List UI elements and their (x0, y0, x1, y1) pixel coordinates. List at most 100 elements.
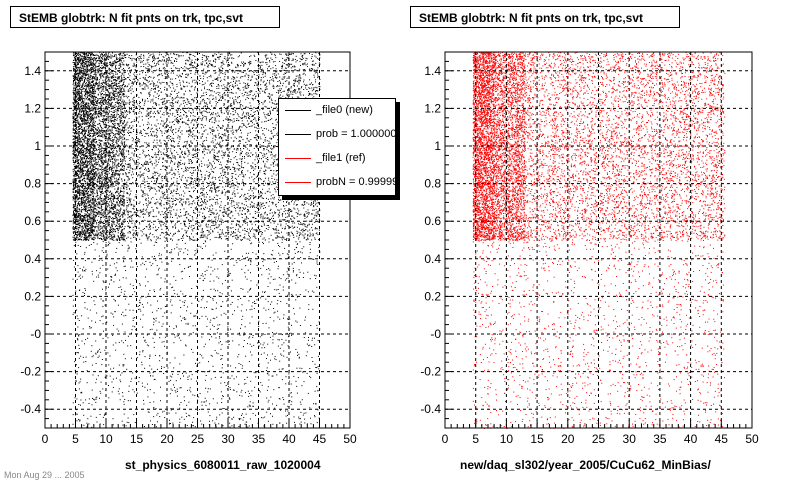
data-point (108, 52, 110, 54)
data-point (118, 215, 119, 217)
data-point (86, 210, 88, 212)
data-point (86, 237, 88, 239)
data-point (73, 184, 75, 186)
data-point (73, 126, 74, 128)
data-point (86, 120, 88, 122)
data-point (81, 204, 83, 206)
data-point (79, 142, 81, 144)
data-point (88, 149, 90, 151)
data-point (95, 184, 97, 185)
data-point (90, 180, 92, 182)
data-point (76, 95, 78, 97)
data-point (85, 166, 87, 168)
data-point (83, 102, 85, 104)
data-point (87, 121, 89, 123)
data-point (123, 228, 125, 230)
data-point (76, 205, 78, 207)
data-point (74, 115, 76, 117)
data-point (73, 142, 75, 144)
data-point (78, 106, 79, 108)
data-point (87, 174, 89, 176)
data-point (74, 222, 76, 224)
data-point (112, 237, 114, 239)
data-point (86, 124, 88, 125)
data-point (118, 174, 120, 176)
data-point (82, 102, 84, 104)
data-point (75, 217, 77, 219)
data-point (88, 173, 90, 175)
data-point (90, 102, 92, 104)
data-point (103, 234, 104, 236)
data-point (90, 160, 92, 162)
data-point (89, 123, 90, 125)
data-point (92, 144, 94, 146)
data-point (110, 231, 112, 232)
data-point (106, 139, 108, 141)
data-point (79, 232, 81, 234)
data-point (108, 125, 110, 126)
data-point (111, 236, 113, 238)
data-point (91, 228, 93, 230)
data-point (76, 100, 78, 102)
data-point (100, 106, 102, 108)
data-point (81, 199, 83, 200)
data-point (91, 224, 93, 226)
data-point (77, 83, 79, 85)
data-point (107, 184, 109, 185)
data-point (89, 60, 90, 62)
data-point (84, 74, 86, 76)
data-point (107, 76, 109, 78)
data-point (80, 64, 82, 66)
data-point (120, 164, 121, 166)
data-point (81, 151, 83, 153)
data-point (97, 126, 99, 128)
data-point (123, 72, 125, 74)
data-point (110, 105, 112, 107)
data-point (94, 236, 96, 238)
data-point (80, 197, 82, 199)
data-point (91, 92, 93, 94)
data-point (86, 193, 88, 195)
data-point (78, 197, 79, 199)
data-point (81, 55, 83, 57)
data-point (121, 234, 123, 236)
data-point (94, 92, 96, 94)
data-point (99, 88, 101, 90)
data-point (95, 149, 97, 150)
data-point (92, 229, 94, 231)
data-point (96, 179, 98, 181)
data-point (103, 201, 105, 203)
data-point (123, 130, 125, 132)
data-point (83, 112, 85, 114)
data-point (78, 94, 80, 96)
data-point (120, 223, 122, 225)
data-point (79, 181, 81, 183)
data-point (94, 174, 96, 176)
data-point (73, 194, 75, 196)
data-point (111, 82, 113, 84)
data-point (103, 76, 105, 78)
data-point (77, 59, 79, 61)
data-point (108, 56, 110, 58)
data-point (90, 154, 92, 156)
data-point (88, 173, 90, 175)
data-point (115, 102, 117, 103)
data-point (101, 159, 103, 161)
data-point (73, 144, 75, 146)
data-point (72, 228, 74, 230)
data-point (76, 210, 77, 212)
data-point (106, 94, 108, 95)
data-point (89, 179, 91, 181)
data-point (93, 191, 95, 193)
data-point (88, 205, 90, 207)
data-point (88, 218, 90, 220)
data-point (88, 88, 90, 90)
data-point (86, 196, 88, 198)
data-point (119, 223, 120, 225)
data-point (107, 133, 109, 135)
data-point (73, 93, 75, 95)
data-point (117, 76, 119, 78)
data-point (94, 89, 96, 91)
data-point (83, 72, 85, 74)
data-point (91, 203, 93, 205)
